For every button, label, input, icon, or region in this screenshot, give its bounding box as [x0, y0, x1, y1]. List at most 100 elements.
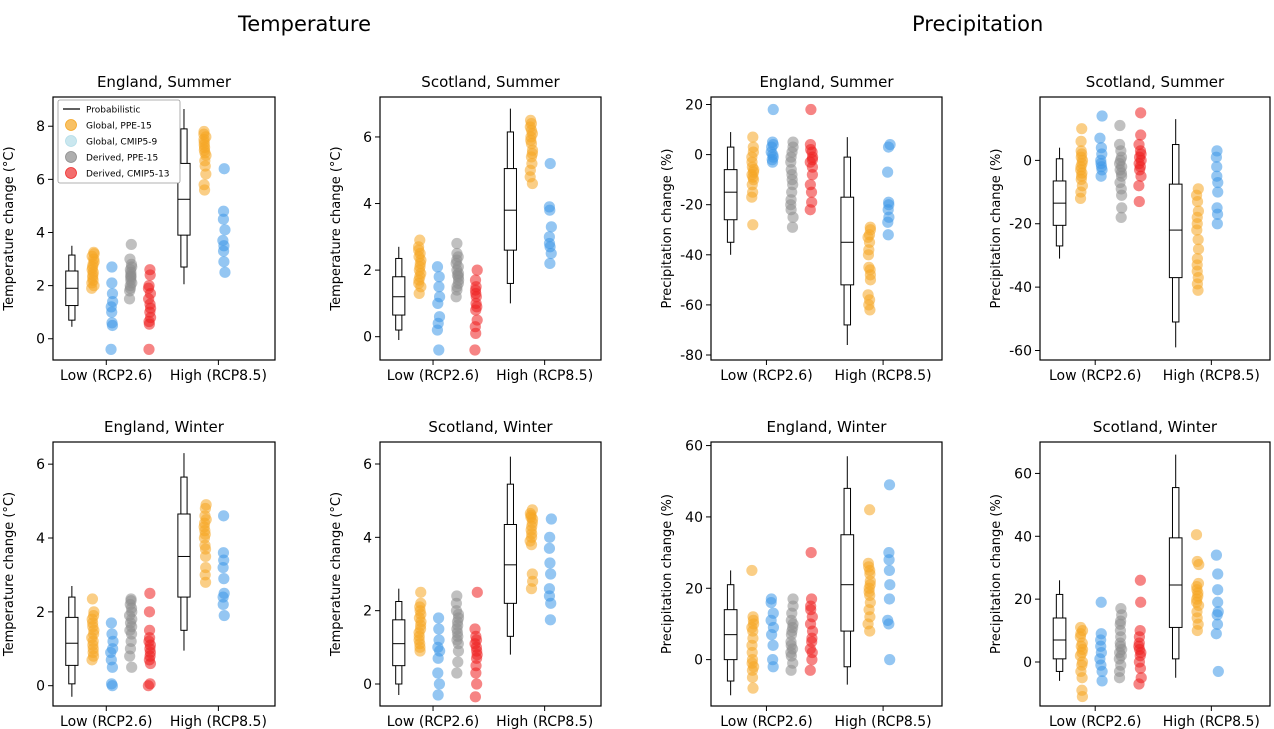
data-point-global-ppe: [747, 219, 759, 231]
data-point-global-cmip: [105, 678, 118, 690]
data-point-global-ppe: [747, 141, 759, 153]
data-point-global-cmip: [883, 593, 896, 605]
data-point-derived-cmip: [469, 623, 481, 635]
data-point-global-ppe: [747, 611, 759, 623]
chart-panel: Scotland, Summer 0 2 4 6 Temperature change (…: [329, 73, 602, 384]
data-point-global-cmip: [433, 281, 445, 293]
section-title-precipitation: Precipitation: [912, 12, 1044, 36]
x-tick-label: High (RCP8.5): [835, 368, 932, 384]
legend-dot-marker: [65, 151, 77, 163]
panel-title: Scotland, Winter: [428, 418, 553, 436]
y-tick-label: 4: [363, 530, 372, 546]
y-tick-label: 6: [363, 130, 372, 146]
y-tick-label: 60: [1014, 466, 1032, 482]
data-point-derived-ppe: [1114, 119, 1126, 132]
x-tick-label: Low (RCP2.6): [1049, 714, 1141, 729]
y-tick-label: -80: [680, 348, 703, 364]
data-point-global-ppe: [200, 168, 212, 180]
chart-panel: England, Summer 0 2 4 6 8 Temperature change (…: [2, 73, 276, 384]
y-axis-label: Temperature change (°C): [2, 492, 17, 657]
data-point-global-cmip: [767, 607, 779, 619]
plot-frame: [710, 441, 943, 707]
data-point-global-cmip: [218, 256, 230, 268]
data-point-global-ppe: [1192, 243, 1205, 255]
data-point-derived-cmip: [805, 593, 818, 605]
probabilistic-box: [392, 588, 406, 695]
data-point-global-cmip: [767, 654, 779, 666]
probabilistic-box: [503, 108, 517, 304]
legend-label: Derived, CMIP5-13: [86, 170, 170, 180]
data-point-global-cmip: [545, 221, 557, 233]
panel-title: England, Summer: [759, 73, 894, 91]
legend-dot-marker: [65, 119, 77, 131]
data-point-global-cmip: [545, 568, 557, 580]
data-point-global-cmip: [882, 166, 894, 178]
data-point-derived-cmip: [471, 264, 483, 276]
data-point-global-cmip: [883, 479, 896, 491]
y-axis-label: Precipitation change (%): [660, 494, 675, 654]
data-point-global-cmip: [433, 271, 445, 283]
data-point-global-cmip: [543, 201, 555, 213]
x-tick-label: Low (RCP2.6): [387, 714, 479, 729]
data-point-global-cmip: [217, 234, 229, 247]
panel-title: Scotland, Summer: [421, 73, 560, 91]
data-point-global-cmip: [106, 317, 118, 329]
data-point-global-ppe: [862, 289, 874, 301]
data-point-global-ppe: [1075, 135, 1087, 147]
data-point-global-ppe: [415, 597, 427, 609]
data-point-global-cmip: [1096, 675, 1108, 687]
data-point-global-cmip: [106, 261, 118, 273]
data-point-derived-cmip: [1133, 180, 1145, 192]
x-tick-label: Low (RCP2.6): [720, 368, 812, 384]
data-point-derived-ppe: [124, 253, 136, 265]
data-point-derived-ppe: [451, 667, 463, 679]
data-point-global-ppe: [88, 606, 100, 618]
data-point-global-cmip: [767, 639, 779, 651]
data-point-global-cmip: [219, 224, 231, 236]
plot-frame: [379, 441, 602, 707]
box-p25-p75: [503, 524, 517, 604]
data-point-derived-cmip: [805, 103, 817, 116]
data-point-global-cmip: [1212, 606, 1224, 618]
data-point-global-cmip: [433, 634, 445, 646]
data-point-derived-cmip: [143, 280, 155, 292]
data-point-global-ppe: [862, 557, 874, 569]
data-point-global-cmip: [884, 579, 896, 591]
data-point-global-cmip: [106, 277, 118, 289]
data-point-global-ppe: [1190, 529, 1203, 541]
probabilistic-box: [65, 586, 79, 697]
data-point-global-cmip: [884, 138, 896, 151]
x-tick-label: Low (RCP2.6): [387, 368, 479, 384]
data-point-global-cmip: [218, 609, 230, 622]
x-tick-label: High (RCP8.5): [170, 714, 267, 729]
data-point-derived-ppe: [125, 238, 137, 251]
box-p25-p75: [392, 276, 406, 316]
box-p25-p75: [1168, 183, 1183, 279]
panel-title: England, Winter: [767, 418, 888, 436]
data-point-global-ppe: [415, 586, 427, 598]
probabilistic-box: [840, 456, 855, 685]
data-point-derived-cmip: [1134, 574, 1146, 586]
data-point-derived-cmip: [143, 606, 156, 618]
y-tick-label: 0: [36, 679, 45, 695]
data-point-global-ppe: [746, 564, 758, 577]
data-point-global-ppe: [1076, 123, 1088, 135]
plot-frame: [1039, 96, 1271, 361]
data-point-global-cmip: [1211, 202, 1223, 214]
data-point-global-ppe: [198, 179, 210, 191]
y-tick-label: 4: [363, 197, 372, 213]
data-point-derived-ppe: [126, 661, 138, 673]
data-point-global-cmip: [1212, 584, 1224, 596]
data-point-global-cmip: [883, 196, 895, 208]
y-tick-label: 2: [363, 263, 372, 279]
data-point-global-ppe: [1075, 145, 1087, 157]
data-point-global-cmip: [543, 231, 555, 243]
y-axis-label: Precipitation change (%): [989, 494, 1004, 654]
chart-panel: Scotland, Winter 0 20 40 60 Precipitation cha…: [989, 418, 1271, 729]
box-p25-p75: [177, 513, 191, 598]
data-point-global-cmip: [1212, 568, 1224, 580]
data-point-global-cmip: [107, 295, 119, 308]
data-point-global-cmip: [543, 542, 556, 554]
probabilistic-box: [392, 246, 406, 341]
y-tick-label: 2: [36, 279, 45, 295]
